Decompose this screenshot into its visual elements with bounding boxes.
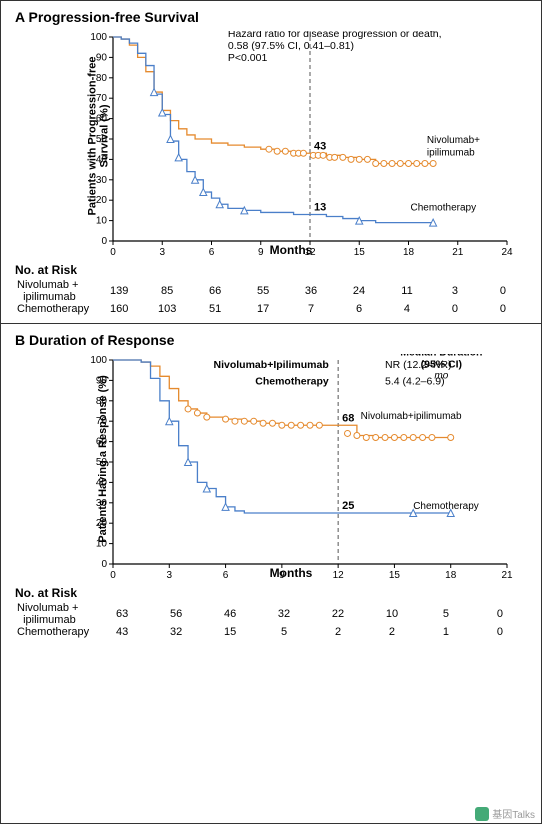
svg-text:ipilimumab: ipilimumab	[427, 147, 475, 158]
svg-text:43: 43	[314, 140, 326, 152]
svg-text:0: 0	[101, 559, 107, 570]
panel-b-svg: 01020304050607080901000369121518216825Me…	[83, 354, 513, 586]
svg-text:0: 0	[110, 570, 116, 581]
svg-text:0: 0	[101, 236, 107, 247]
svg-text:9: 9	[258, 247, 264, 258]
svg-text:100: 100	[90, 355, 107, 366]
panel-a-risk: No. at Risk Nivolumab + ipilimumab1398566…	[15, 263, 527, 315]
risk-header: No. at Risk	[15, 263, 527, 277]
figure-wrap: A Progression-free Survival Patients wit…	[0, 0, 542, 824]
svg-text:24: 24	[501, 247, 513, 258]
svg-text:18: 18	[403, 247, 415, 258]
panel-b-ylabel: Patients Having a Response (%)	[97, 375, 109, 543]
panel-a: A Progression-free Survival Patients wit…	[1, 1, 541, 324]
svg-text:Chemotherapy: Chemotherapy	[255, 375, 329, 387]
panel-b-title: B Duration of Response	[1, 324, 541, 350]
panel-a-chart: Patients with Progression-free Survival …	[83, 31, 517, 241]
svg-text:12: 12	[333, 570, 345, 581]
panel-b-risk: No. at Risk Nivolumab + ipilimumab6356463…	[15, 586, 527, 638]
svg-text:100: 100	[90, 32, 107, 43]
svg-text:13: 13	[314, 201, 326, 213]
svg-text:6: 6	[223, 570, 229, 581]
svg-text:Hazard ratio for disease progr: Hazard ratio for disease progression or …	[228, 31, 442, 40]
svg-text:NR (12.2–NR): NR (12.2–NR)	[385, 359, 452, 371]
risk-row: Chemotherapy43321552210	[15, 626, 527, 638]
svg-text:21: 21	[452, 247, 464, 258]
risk-row: Chemotherapy160103511776400	[15, 303, 527, 315]
panel-b: B Duration of Response Patients Having a…	[1, 324, 541, 638]
svg-text:Nivolumab+: Nivolumab+	[427, 135, 480, 146]
watermark: 基因Talks	[475, 806, 535, 821]
risk-row: Nivolumab + ipilimumab13985665536241130	[15, 279, 527, 303]
svg-text:12: 12	[304, 247, 316, 258]
svg-text:Nivolumab+ipilimumab: Nivolumab+ipilimumab	[361, 411, 462, 422]
svg-text:Chemotherapy: Chemotherapy	[411, 202, 477, 213]
svg-text:10: 10	[96, 216, 108, 227]
risk-row: Nivolumab + ipilimumab63564632221050	[15, 602, 527, 626]
panel-b-chart: Patients Having a Response (%) 010203040…	[83, 354, 517, 564]
svg-text:21: 21	[501, 570, 513, 581]
panel-a-svg: 0102030405060708090100036912151821244313…	[83, 31, 513, 263]
svg-text:Nivolumab+Ipilimumab: Nivolumab+Ipilimumab	[214, 359, 329, 371]
panel-a-title: A Progression-free Survival	[1, 1, 541, 27]
svg-text:0: 0	[110, 247, 116, 258]
watermark-text: 基因Talks	[492, 806, 535, 821]
risk-header: No. at Risk	[15, 586, 527, 600]
panel-a-ylabel: Patients with Progression-free Survival …	[86, 57, 110, 216]
svg-text:3: 3	[167, 570, 173, 581]
svg-text:25: 25	[342, 500, 354, 512]
svg-text:P<0.001: P<0.001	[228, 52, 268, 64]
svg-text:6: 6	[209, 247, 215, 258]
watermark-icon	[475, 807, 489, 821]
svg-text:68: 68	[342, 412, 354, 424]
svg-text:3: 3	[159, 247, 165, 258]
svg-text:5.4 (4.2–6.9): 5.4 (4.2–6.9)	[385, 375, 445, 387]
svg-text:15: 15	[389, 570, 401, 581]
svg-text:18: 18	[445, 570, 457, 581]
svg-text:9: 9	[279, 570, 285, 581]
svg-text:Chemotherapy: Chemotherapy	[413, 501, 479, 512]
svg-text:0.58 (97.5% CI, 0.41–0.81): 0.58 (97.5% CI, 0.41–0.81)	[228, 40, 354, 52]
svg-text:15: 15	[354, 247, 366, 258]
